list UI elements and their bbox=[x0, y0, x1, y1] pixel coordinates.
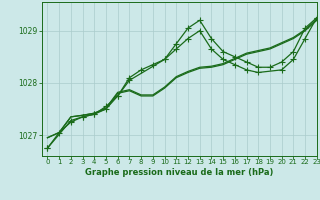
X-axis label: Graphe pression niveau de la mer (hPa): Graphe pression niveau de la mer (hPa) bbox=[85, 168, 273, 177]
